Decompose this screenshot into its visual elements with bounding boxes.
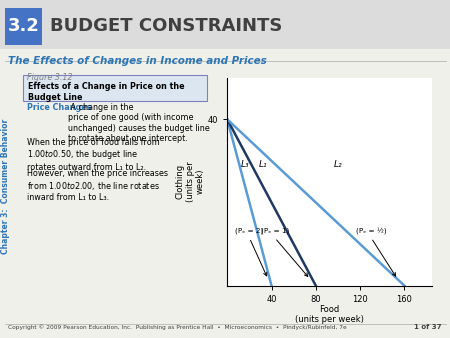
Text: When the price of food falls from
$1.00 to $0.50, the budget line
rotates outwar: When the price of food falls from $1.00 … [27,138,160,172]
Text: (Pₑ = 2): (Pₑ = 2) [235,227,264,234]
Text: (Pₑ = ½): (Pₑ = ½) [356,227,387,234]
Text: (Pₑ = 1): (Pₑ = 1) [261,227,289,234]
Text: A change in the
price of one good (with income
unchanged) causes the budget line: A change in the price of one good (with … [68,103,210,143]
Text: Effects of a Change in Price on the
Budget Line: Effects of a Change in Price on the Budg… [28,82,184,101]
X-axis label: Food
(units per week): Food (units per week) [295,305,364,324]
Text: The Effects of Changes in Income and Prices: The Effects of Changes in Income and Pri… [8,56,267,67]
Text: 1 of 37: 1 of 37 [414,323,442,330]
Y-axis label: Clothing
(units per
week): Clothing (units per week) [175,161,205,202]
Text: However, when the price increases
from $1.00 to $2.00, the line rotates
inward f: However, when the price increases from $… [27,169,168,202]
Text: BUDGET CONSTRAINTS: BUDGET CONSTRAINTS [50,17,282,35]
FancyBboxPatch shape [5,8,42,45]
Text: L₁: L₁ [258,160,267,169]
Text: L₂: L₂ [333,160,342,169]
FancyBboxPatch shape [0,0,450,49]
Text: 3.2: 3.2 [8,17,40,35]
Text: Copyright © 2009 Pearson Education, Inc.  Publishing as Prentice Hall  •  Microe: Copyright © 2009 Pearson Education, Inc.… [8,324,347,330]
Text: Figure 3.12: Figure 3.12 [27,73,72,82]
Text: L₃: L₃ [241,160,249,169]
Text: Chapter 3:  Consumer Behavior: Chapter 3: Consumer Behavior [1,118,10,254]
FancyBboxPatch shape [22,75,207,101]
Text: Price Changes: Price Changes [27,103,91,112]
